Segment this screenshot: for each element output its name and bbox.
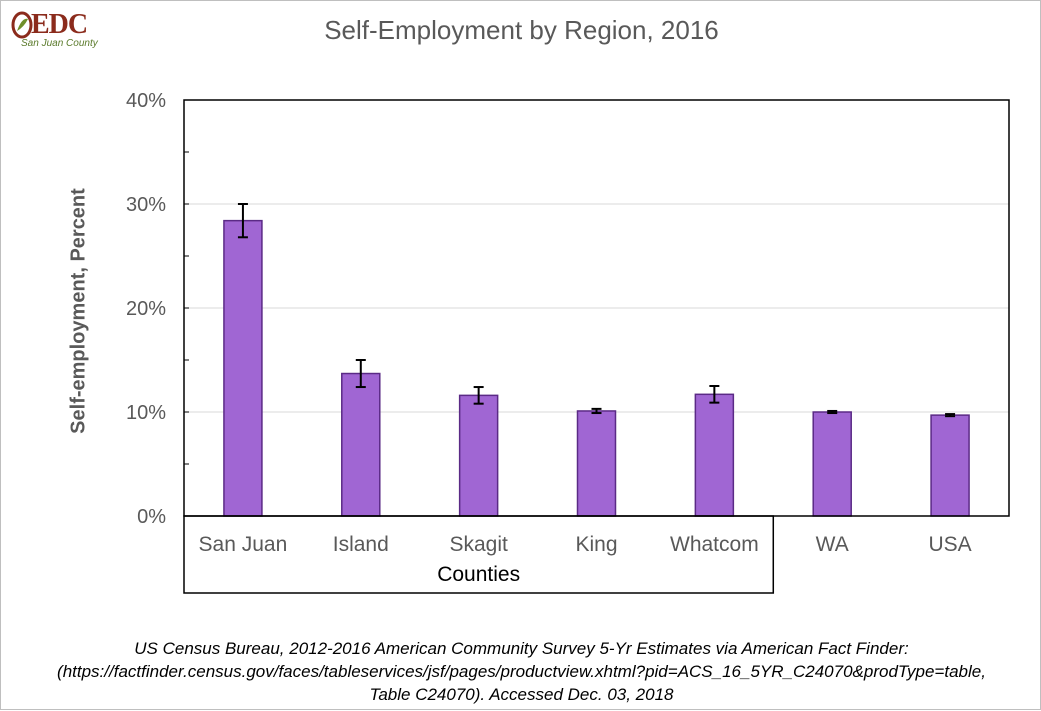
group-label: Counties	[437, 563, 520, 586]
y-tick-label: 20%	[126, 298, 166, 320]
y-tick-label: 10%	[126, 402, 166, 424]
chart-title: Self-Employment by Region, 2016	[324, 15, 719, 45]
x-tick-label: San Juan	[199, 533, 288, 556]
x-tick-label: Skagit	[449, 533, 508, 556]
logo-subtitle: San Juan County	[21, 38, 98, 49]
edc-logo: EDC San Juan County	[9, 7, 109, 53]
y-tick-label: 40%	[126, 90, 166, 112]
source-line-3: Table C24070). Accessed Dec. 03, 2018	[369, 685, 674, 704]
bar	[812, 411, 852, 517]
group-bracket	[183, 515, 775, 594]
bar	[223, 219, 263, 517]
y-tick-label: 30%	[126, 194, 166, 216]
x-tick-label: Island	[333, 533, 389, 556]
bar	[930, 414, 970, 517]
source-note: US Census Bureau, 2012-2016 American Com…	[1, 637, 1041, 706]
bar	[694, 393, 735, 517]
x-tick-label: Whatcom	[670, 533, 759, 556]
x-tick-label: King	[575, 533, 617, 556]
source-line-2: (https://factfinder.census.gov/faces/tab…	[57, 662, 986, 681]
leaf-icon	[11, 11, 33, 39]
y-tick-label: 0%	[137, 506, 166, 528]
logo-text: EDC	[31, 9, 88, 40]
x-tick-label: USA	[928, 533, 971, 556]
x-tick-label: WA	[816, 533, 849, 556]
bar	[341, 372, 381, 517]
bar	[458, 394, 499, 517]
bar	[576, 410, 617, 517]
source-line-1: US Census Bureau, 2012-2016 American Com…	[134, 639, 909, 658]
